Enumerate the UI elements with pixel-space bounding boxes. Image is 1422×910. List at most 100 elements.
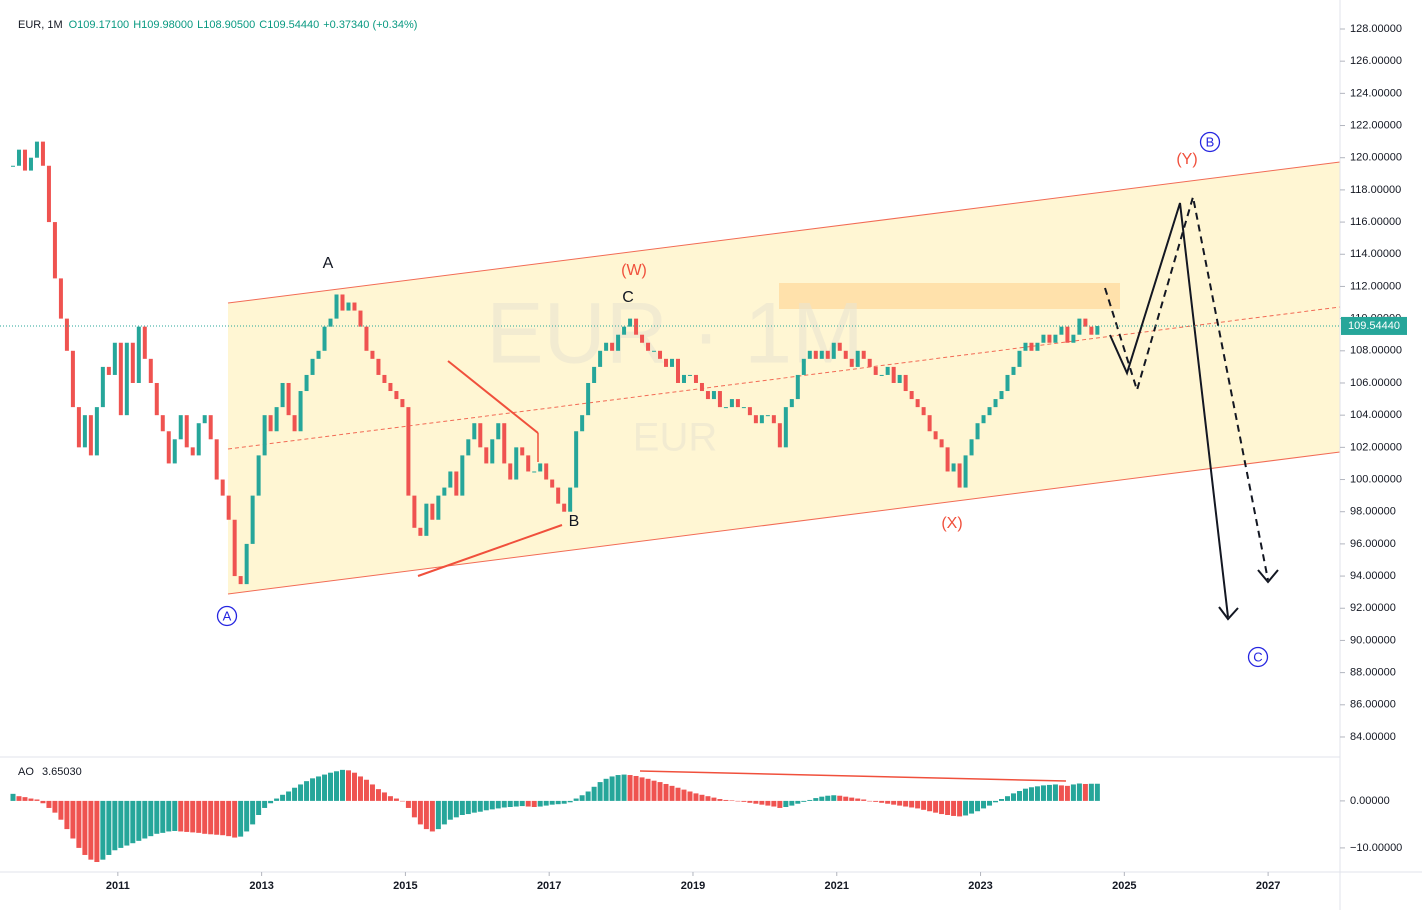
candle: [220, 479, 225, 496]
ao-bar: [489, 800, 495, 810]
candle: [729, 399, 734, 408]
candle: [753, 415, 758, 424]
candle: [933, 431, 938, 440]
candle: [286, 382, 291, 416]
ao-bar: [1082, 783, 1088, 801]
ao-bar: [190, 800, 196, 833]
ao-bar: [933, 800, 939, 813]
ao-bar: [663, 783, 669, 801]
ao-bar: [64, 800, 70, 830]
candle: [1095, 325, 1100, 335]
y-tick-label: 92.00000: [1350, 602, 1396, 614]
y-tick-label: 116.00000: [1350, 216, 1401, 228]
candle: [484, 447, 489, 464]
candle: [160, 415, 165, 432]
candle: [640, 334, 645, 343]
ao-bar: [345, 770, 351, 801]
candle: [652, 350, 657, 352]
ao-bar: [1040, 785, 1046, 801]
ao-bar: [381, 792, 387, 801]
candle: [825, 350, 830, 359]
candle: [196, 423, 201, 456]
candle: [628, 318, 633, 327]
ao-bar: [945, 800, 951, 815]
wave-label: (X): [941, 515, 962, 532]
candle: [34, 141, 39, 158]
ao-bar: [807, 799, 813, 801]
candle: [681, 374, 686, 383]
ao-bar: [70, 800, 76, 839]
candle: [520, 447, 525, 456]
ao-bar: [1088, 783, 1094, 801]
candle: [22, 149, 27, 171]
y-tick-label: 120.00000: [1350, 152, 1402, 164]
candle: [849, 358, 854, 367]
low: L108.90500: [197, 19, 255, 31]
candle: [154, 382, 159, 416]
ao-bar: [166, 800, 172, 832]
ao-bar: [405, 800, 411, 808]
ao-bar: [1034, 786, 1040, 801]
ao-bar: [82, 800, 88, 855]
x-tick-label: 2017: [537, 880, 561, 892]
candle: [232, 519, 237, 577]
ao-bar: [363, 779, 369, 801]
ao-bar: [777, 800, 783, 808]
ao-bar: [627, 775, 633, 801]
candle: [130, 342, 135, 383]
ao-bar: [1005, 796, 1010, 801]
ao-bar: [369, 784, 375, 801]
candle: [298, 391, 303, 432]
ao-bar: [340, 769, 345, 801]
ao-bar: [286, 791, 292, 801]
ao-bar: [1052, 784, 1058, 801]
candle: [969, 439, 974, 456]
ao-bar: [429, 800, 435, 832]
y-tick-label: 90.00000: [1350, 634, 1396, 646]
ao-bar: [855, 798, 861, 801]
candle: [586, 382, 591, 416]
candle: [963, 455, 968, 488]
candle: [957, 463, 962, 488]
candle: [148, 358, 153, 383]
candle: [897, 374, 902, 383]
candle: [388, 382, 393, 392]
close: C109.54440: [259, 19, 319, 31]
ao-bar: [441, 800, 447, 825]
ao-bar: [142, 800, 148, 839]
ao-bar: [16, 796, 22, 801]
y-tick-label: 126.00000: [1350, 55, 1402, 67]
candle: [855, 350, 860, 367]
candle: [370, 350, 375, 359]
ao-bar: [453, 800, 459, 818]
ao-bar: [10, 793, 16, 801]
ao-bar: [651, 780, 657, 801]
ao-bar: [615, 775, 621, 801]
candle: [598, 350, 603, 367]
ao-bar: [28, 798, 34, 801]
ao-bar: [1094, 783, 1100, 801]
candle: [334, 294, 339, 319]
ao-bar: [477, 800, 483, 812]
candle: [268, 415, 273, 432]
candle: [580, 415, 585, 432]
channel-lower: [227, 451, 1341, 595]
y-tick-label: 124.00000: [1350, 87, 1402, 99]
ao-bar: [705, 796, 711, 801]
ao-bar: [399, 800, 405, 802]
ao-bar: [645, 778, 651, 801]
ao-bar: [274, 798, 280, 801]
ao-bar: [507, 800, 513, 808]
candle: [274, 407, 279, 432]
y-tick-label: 114.00000: [1350, 248, 1401, 260]
ao-bar: [226, 800, 232, 837]
candle: [795, 374, 800, 400]
candle: [76, 407, 81, 448]
candle: [280, 382, 285, 408]
candle: [1083, 318, 1088, 327]
candle: [699, 382, 704, 392]
open: O109.17100: [69, 19, 130, 31]
y-tick-label: 94.00000: [1350, 570, 1396, 582]
ao-bar: [106, 800, 112, 855]
x-tick-label: 2011: [106, 880, 130, 892]
